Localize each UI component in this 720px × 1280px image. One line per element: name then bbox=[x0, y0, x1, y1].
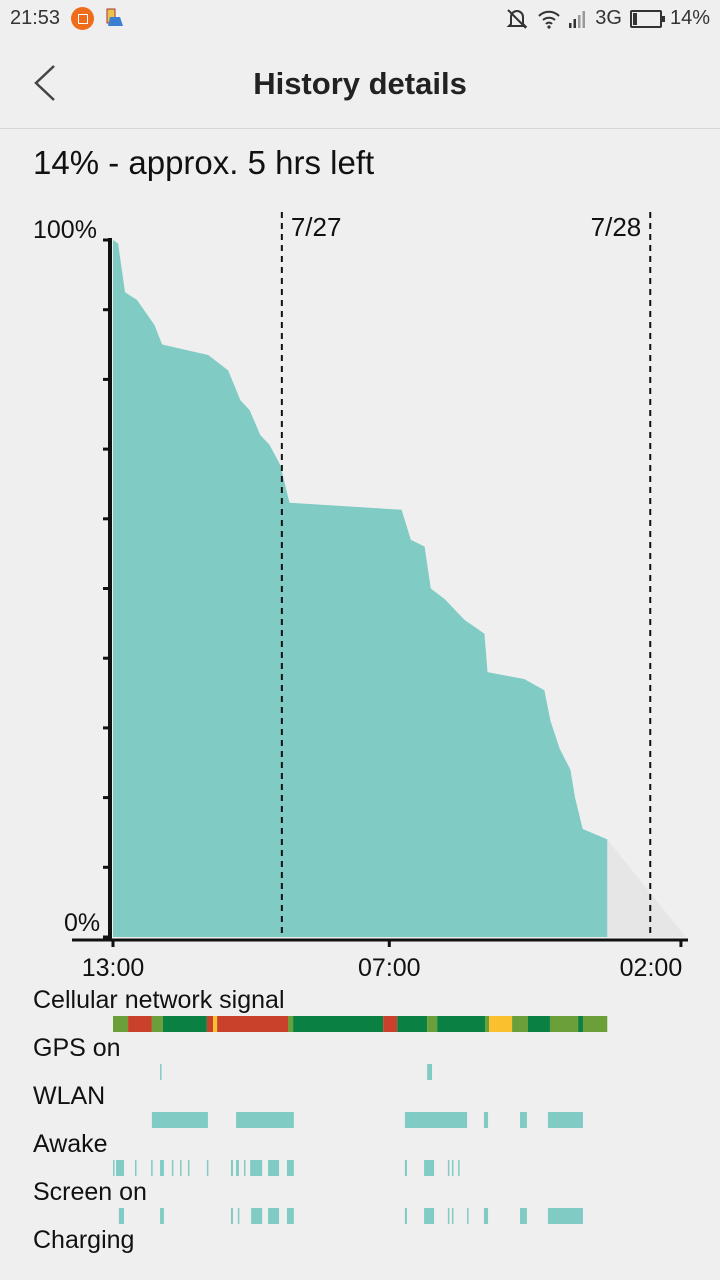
strip-segment bbox=[404, 1160, 407, 1176]
strip-segment bbox=[549, 1016, 579, 1032]
status-bar: 21:53 3G 14% bbox=[0, 0, 720, 38]
strip-label-wlan: WLAN bbox=[33, 1082, 106, 1110]
strip-segment bbox=[547, 1112, 583, 1128]
projection-area bbox=[607, 839, 686, 937]
x-tick-label: 02:00 bbox=[620, 954, 683, 982]
strip-segment bbox=[383, 1016, 398, 1032]
strip-segment bbox=[427, 1016, 438, 1032]
back-arrow-icon[interactable] bbox=[28, 60, 68, 106]
strip-segment bbox=[483, 1112, 489, 1128]
y-label-bottom: 0% bbox=[64, 909, 100, 937]
battery-level-area bbox=[113, 240, 608, 937]
strip-segment bbox=[427, 1064, 433, 1080]
strip-segment bbox=[250, 1160, 263, 1176]
strip-segment bbox=[424, 1160, 435, 1176]
page-title: History details bbox=[253, 66, 467, 101]
strip-segment bbox=[467, 1208, 469, 1224]
strip-segment bbox=[520, 1208, 527, 1224]
app-header: History details bbox=[0, 38, 720, 129]
strip-segment bbox=[483, 1208, 489, 1224]
x-tick-label: 07:00 bbox=[358, 954, 421, 982]
strip-segment bbox=[171, 1160, 174, 1176]
strip-segment bbox=[118, 1208, 125, 1224]
strip-label-screen: Screen on bbox=[33, 1178, 147, 1206]
mute-icon bbox=[506, 8, 528, 29]
strip-segment bbox=[582, 1016, 608, 1032]
strip-segment bbox=[286, 1208, 294, 1224]
date-marker-label: 7/28 bbox=[591, 212, 642, 242]
strip-label-charging: Charging bbox=[33, 1226, 135, 1254]
strip-segment bbox=[268, 1208, 280, 1224]
signal-icon bbox=[569, 10, 586, 28]
strip-segment bbox=[113, 1160, 115, 1176]
strip-segment bbox=[243, 1160, 246, 1176]
wifi-icon bbox=[538, 10, 560, 29]
strip-segment bbox=[451, 1160, 454, 1176]
strip-label-cellular: Cellular network signal bbox=[33, 986, 285, 1014]
x-tick-label: 13:00 bbox=[82, 954, 145, 982]
strip-segment bbox=[237, 1208, 240, 1224]
strip-label-gps: GPS on bbox=[33, 1034, 121, 1062]
strip-segment bbox=[424, 1208, 435, 1224]
status-time: 21:53 bbox=[10, 7, 61, 29]
strip-segment bbox=[437, 1016, 485, 1032]
strip-segment bbox=[160, 1160, 164, 1176]
strip-segment bbox=[286, 1160, 294, 1176]
battery-icon bbox=[629, 9, 665, 28]
battery-percent: 14% bbox=[669, 7, 710, 29]
strip-segment bbox=[512, 1016, 528, 1032]
strip-segment bbox=[113, 1016, 129, 1032]
strip-segment bbox=[447, 1208, 450, 1224]
strip-segment bbox=[236, 1160, 239, 1176]
date-marker-label: 7/27 bbox=[291, 212, 342, 242]
strip-segment bbox=[116, 1160, 125, 1176]
crop-app-icon bbox=[71, 7, 94, 30]
strip-label-awake: Awake bbox=[33, 1130, 108, 1158]
strip-segment bbox=[162, 1016, 207, 1032]
strip-segment bbox=[151, 1016, 163, 1032]
strip-segment bbox=[217, 1016, 288, 1032]
strip-segment bbox=[451, 1208, 454, 1224]
strip-segment bbox=[206, 1016, 214, 1032]
strip-segment bbox=[484, 1016, 490, 1032]
y-label-top: 100% bbox=[33, 216, 97, 244]
strip-segment bbox=[128, 1016, 152, 1032]
strip-segment bbox=[489, 1016, 513, 1032]
strip-segment bbox=[404, 1208, 407, 1224]
strip-segment bbox=[293, 1016, 384, 1032]
strip-segment bbox=[135, 1160, 137, 1176]
strip-segment bbox=[151, 1160, 153, 1176]
strip-segment bbox=[447, 1160, 450, 1176]
strip-segment bbox=[547, 1208, 583, 1224]
strip-segment bbox=[404, 1112, 468, 1128]
strip-segment bbox=[206, 1160, 209, 1176]
strip-segment bbox=[520, 1112, 527, 1128]
strip-segment bbox=[187, 1160, 190, 1176]
strip-segment bbox=[160, 1208, 164, 1224]
strip-segment bbox=[180, 1160, 182, 1176]
strip-segment bbox=[397, 1016, 428, 1032]
network-type: 3G bbox=[595, 7, 622, 29]
strip-segment bbox=[230, 1160, 233, 1176]
strip-segment bbox=[578, 1016, 583, 1032]
strip-segment bbox=[251, 1208, 263, 1224]
strip-segment bbox=[458, 1160, 460, 1176]
strip-segment bbox=[230, 1208, 233, 1224]
strip-segment bbox=[287, 1016, 294, 1032]
strip-segment bbox=[151, 1112, 208, 1128]
strip-segment bbox=[527, 1016, 550, 1032]
strip-segment bbox=[160, 1064, 162, 1080]
battery-summary: 14% - approx. 5 hrs left bbox=[33, 144, 375, 181]
strip-segment bbox=[213, 1016, 218, 1032]
notification-app-icon bbox=[106, 8, 123, 26]
strip-segment bbox=[236, 1112, 294, 1128]
strip-segment bbox=[268, 1160, 280, 1176]
